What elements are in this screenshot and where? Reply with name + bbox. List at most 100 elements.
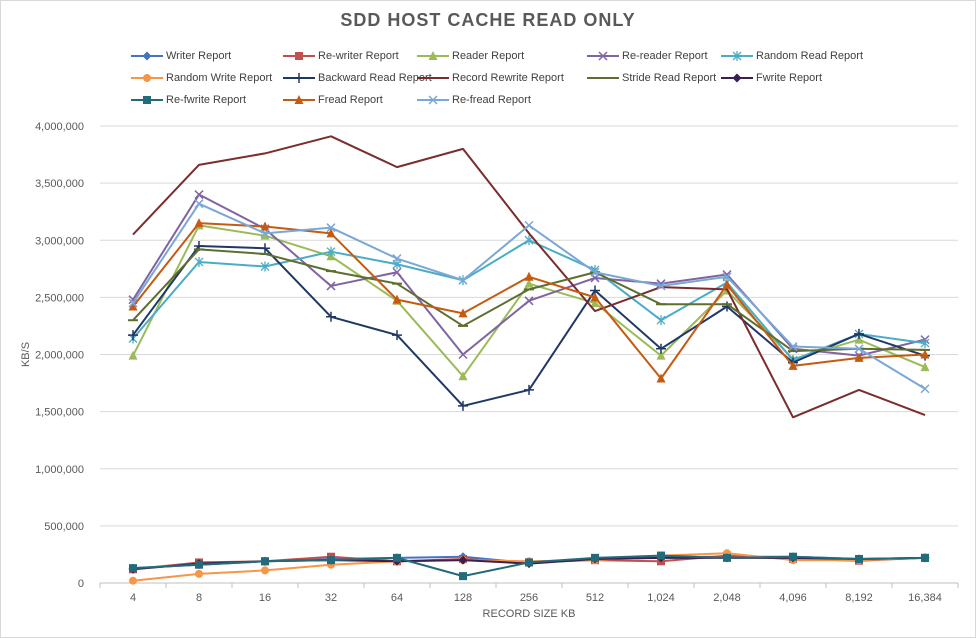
x-tick-label: 4,096 xyxy=(779,592,807,604)
data-point xyxy=(656,315,666,326)
legend-label: Re-reader Report xyxy=(622,50,708,62)
data-point xyxy=(458,555,468,565)
legend-marker xyxy=(294,95,304,104)
data-point xyxy=(920,349,930,359)
data-point xyxy=(128,298,138,308)
legend-label: Reader Report xyxy=(452,50,525,62)
legend-marker xyxy=(428,51,438,60)
legend-swatch xyxy=(417,95,449,105)
x-tick-label: 256 xyxy=(520,592,538,604)
y-axis-label: KB/S xyxy=(20,342,32,367)
legend-label: Writer Report xyxy=(166,50,232,62)
data-point xyxy=(260,243,270,254)
legend-swatch xyxy=(417,51,449,60)
legend-label: Re-fwrite Report xyxy=(166,94,247,106)
data-point xyxy=(921,553,929,562)
legend-swatch xyxy=(587,77,619,79)
y-tick-label: 1,000,000 xyxy=(35,464,84,476)
data-point xyxy=(854,344,864,354)
data-point xyxy=(194,199,204,209)
y-axis-tick-labels: 0 500,000 1,000,000 1,500,000 2,000,000 2,500… xyxy=(35,121,84,590)
data-point xyxy=(327,556,335,565)
data-point xyxy=(392,267,402,277)
series-re-fwrite-report xyxy=(129,551,929,581)
legend-swatch xyxy=(283,95,315,104)
data-point xyxy=(591,553,599,562)
legend-label: Stride Read Report xyxy=(622,72,717,84)
data-point xyxy=(326,246,336,257)
legend-item: Random Read Report xyxy=(720,46,863,66)
data-point xyxy=(194,218,204,228)
data-point xyxy=(524,278,534,288)
legend-item: Fread Report xyxy=(282,90,383,110)
data-point xyxy=(524,384,534,395)
data-point xyxy=(128,301,138,311)
data-point xyxy=(590,267,600,277)
legend-marker xyxy=(143,96,151,104)
legend-swatch xyxy=(587,51,619,61)
legend-item: Record Rewrite Report xyxy=(416,68,564,88)
data-point xyxy=(260,221,270,231)
data-point xyxy=(129,564,137,573)
x-tick-label: 1,024 xyxy=(647,592,675,604)
data-point xyxy=(326,281,336,291)
data-point xyxy=(525,558,533,567)
data-point xyxy=(788,360,798,370)
legend-swatch xyxy=(131,51,163,61)
data-point xyxy=(261,566,269,575)
legend-item: Stride Read Report xyxy=(586,68,716,88)
y-tick-label: 3,000,000 xyxy=(35,235,84,247)
series-stride-read-report xyxy=(128,248,930,353)
data-point xyxy=(194,256,204,267)
data-point xyxy=(920,384,930,394)
data-point xyxy=(260,230,270,240)
data-point xyxy=(590,298,600,308)
data-point xyxy=(524,220,534,230)
x-tick-label: 16 xyxy=(259,592,271,604)
data-point xyxy=(458,275,468,285)
legend-swatch xyxy=(131,96,163,104)
data-point xyxy=(195,560,203,569)
legend-item: Random Write Report xyxy=(130,68,272,88)
data-point xyxy=(854,334,864,344)
series-record-rewrite-report xyxy=(132,135,926,419)
data-point xyxy=(524,271,534,281)
legend-swatch xyxy=(721,51,753,61)
data-point xyxy=(458,308,468,318)
data-point xyxy=(854,328,864,339)
data-point xyxy=(458,371,468,381)
legend-label: Re-fread Report xyxy=(452,94,531,106)
legend-swatch xyxy=(131,74,163,82)
data-point xyxy=(261,557,269,566)
data-point xyxy=(459,572,467,581)
legend-swatch xyxy=(283,73,315,83)
y-tick-label: 4,000,000 xyxy=(35,121,84,133)
data-point xyxy=(656,373,666,383)
data-point xyxy=(392,330,402,341)
data-point xyxy=(722,272,732,282)
legend-item: Re-fwrite Report xyxy=(130,90,246,110)
legend-marker xyxy=(732,73,742,83)
data-point xyxy=(723,553,731,562)
x-tick-label: 4 xyxy=(130,592,136,604)
legend-marker xyxy=(732,51,742,61)
series-backward-read-report xyxy=(128,240,930,411)
y-tick-label: 3,500,000 xyxy=(35,178,84,190)
data-point xyxy=(656,343,666,354)
data-point xyxy=(789,552,797,561)
data-point xyxy=(920,362,930,372)
legend-marker xyxy=(428,95,438,105)
data-point xyxy=(326,311,336,322)
x-tick-label: 16,384 xyxy=(908,592,942,604)
x-tick-label: 64 xyxy=(391,592,403,604)
x-axis-tick-labels: 4 8 16 32 64 128 256 512 1,024 2,048 4,096 8,192 16,… xyxy=(99,583,959,604)
series-re-fread-report xyxy=(128,199,930,394)
legend-marker xyxy=(142,51,152,61)
x-tick-label: 512 xyxy=(586,592,604,604)
data-point xyxy=(590,292,600,302)
data-point xyxy=(458,349,468,360)
legend-swatch xyxy=(417,77,449,79)
data-point xyxy=(855,555,863,564)
legend-marker xyxy=(294,73,304,83)
data-point xyxy=(260,261,270,272)
